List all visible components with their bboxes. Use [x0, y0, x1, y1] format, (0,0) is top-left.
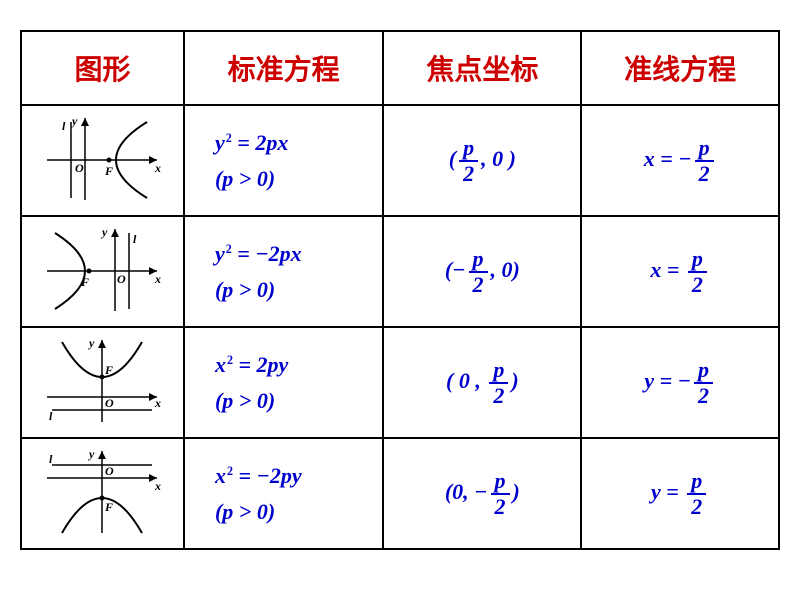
svg-text:l: l	[62, 119, 66, 133]
focus-post: )	[513, 479, 520, 504]
equation-main: x2 = 2py	[215, 352, 288, 377]
focus-cell: ( 0 , p2)	[383, 327, 581, 438]
focus-pre: ( 0 ,	[446, 368, 486, 393]
svg-text:x: x	[154, 161, 161, 175]
dir-sign: = −	[655, 146, 692, 171]
table-row: O F x y l y2 = −2px (p > 0) (−p2, 0) x =…	[21, 216, 779, 327]
parabola-right-icon: O F x y l	[37, 110, 167, 205]
svg-text:F: F	[104, 363, 113, 377]
equation-main: x2 = −2py	[215, 463, 302, 488]
svg-text:y: y	[70, 114, 78, 128]
table-row: O F x y l x2 = 2py (p > 0) ( 0 , p2) y =…	[21, 327, 779, 438]
focus-pre: (0, −	[445, 479, 488, 504]
directrix-cell: y = −p2	[581, 327, 779, 438]
svg-text:x: x	[154, 272, 161, 286]
dir-sign: =	[661, 479, 685, 504]
svg-text:O: O	[105, 396, 114, 410]
equation-condition: (p > 0)	[215, 277, 275, 302]
svg-text:l: l	[49, 409, 53, 423]
header-row: 图形 标准方程 焦点坐标 准线方程	[21, 31, 779, 105]
graph-cell-right: O F x y l	[21, 105, 184, 216]
header-equation: 标准方程	[184, 31, 383, 105]
equation-condition: (p > 0)	[215, 166, 275, 191]
svg-text:x: x	[154, 396, 161, 410]
svg-text:F: F	[104, 164, 113, 178]
parabola-up-icon: O F x y l	[37, 332, 167, 427]
dir-sign: = −	[654, 368, 691, 393]
directrix-cell: y = p2	[581, 438, 779, 549]
equation-main: y2 = 2px	[215, 130, 288, 155]
focus-pre: (	[449, 146, 456, 171]
svg-text:l: l	[133, 232, 137, 246]
equation-cell: y2 = −2px (p > 0)	[184, 216, 383, 327]
svg-text:y: y	[87, 336, 95, 350]
dir-var: x	[650, 257, 661, 282]
directrix-cell: x = p2	[581, 216, 779, 327]
focus-post: )	[511, 368, 518, 393]
table-row: O F x y l y2 = 2px (p > 0) (p2, 0 ) x = …	[21, 105, 779, 216]
svg-text:O: O	[75, 161, 84, 175]
parabola-down-icon: O F x y l	[37, 443, 167, 538]
svg-text:l: l	[49, 452, 53, 466]
parabola-table: 图形 标准方程 焦点坐标 准线方程 O F x y l y2 = 2px	[20, 30, 780, 550]
dir-sign: =	[661, 257, 685, 282]
focus-cell: (−p2, 0)	[383, 216, 581, 327]
header-directrix: 准线方程	[581, 31, 779, 105]
focus-post: , 0)	[491, 257, 520, 282]
equation-cell: x2 = 2py (p > 0)	[184, 327, 383, 438]
equation-cell: x2 = −2py (p > 0)	[184, 438, 383, 549]
dir-var: y	[644, 368, 654, 393]
focus-post: , 0 )	[481, 146, 516, 171]
equation-main: y2 = −2px	[215, 241, 302, 266]
graph-cell-left: O F x y l	[21, 216, 184, 327]
graph-cell-up: O F x y l	[21, 327, 184, 438]
header-graph: 图形	[21, 31, 184, 105]
svg-text:y: y	[87, 447, 95, 461]
focus-cell: (0, −p2)	[383, 438, 581, 549]
svg-text:F: F	[80, 275, 89, 289]
graph-cell-down: O F x y l	[21, 438, 184, 549]
focus-pre: (−	[445, 257, 466, 282]
dir-var: y	[651, 479, 661, 504]
table-row: O F x y l x2 = −2py (p > 0) (0, −p2) y =…	[21, 438, 779, 549]
equation-condition: (p > 0)	[215, 499, 275, 524]
equation-cell: y2 = 2px (p > 0)	[184, 105, 383, 216]
svg-text:O: O	[117, 272, 126, 286]
dir-var: x	[644, 146, 655, 171]
parabola-left-icon: O F x y l	[37, 221, 167, 316]
svg-text:F: F	[104, 500, 113, 514]
focus-cell: (p2, 0 )	[383, 105, 581, 216]
header-focus: 焦点坐标	[383, 31, 581, 105]
svg-text:x: x	[154, 479, 161, 493]
svg-text:O: O	[105, 464, 114, 478]
equation-condition: (p > 0)	[215, 388, 275, 413]
svg-text:y: y	[100, 225, 108, 239]
directrix-cell: x = −p2	[581, 105, 779, 216]
